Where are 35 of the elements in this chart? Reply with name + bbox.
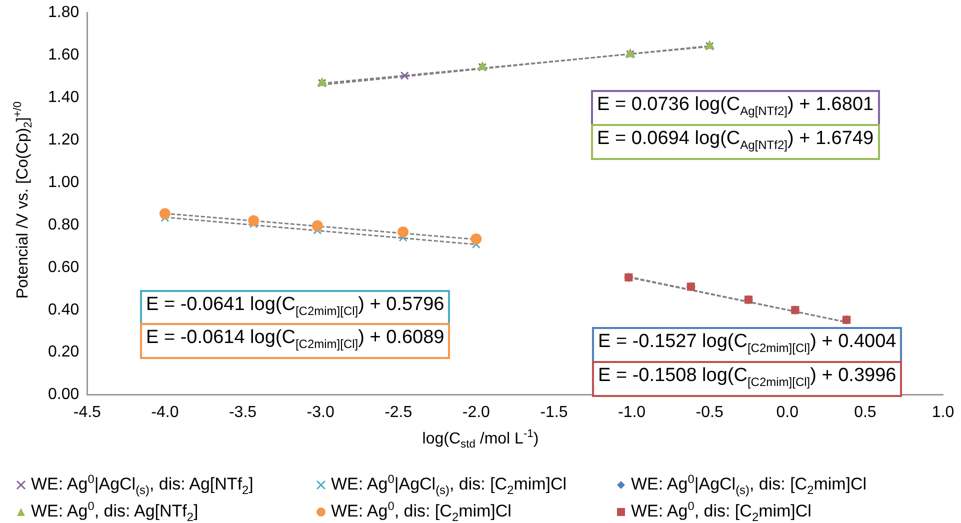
y-tick-label: 1.80 — [48, 4, 80, 22]
x-tick-label: -1.0 — [618, 404, 646, 421]
legend-label: WE: Ag$^{0}$|AgCl$_{(s)}$, dis: Ag[NTf$_{2}$] — [31, 472, 254, 498]
annotation: E = 0.0736 log(C$_{Ag[NTf2]}$) + 1.6801 — [591, 90, 880, 126]
x-axis-title: log(C$_{std}$ /mol L$^{-1}$) — [421, 428, 540, 451]
x-tick-label: -0.5 — [696, 404, 724, 421]
y-tick-label: 0.60 — [48, 258, 80, 276]
legend-label: WE: Ag$^{0}$|AgCl$_{(s)}$, dis: [C$_{2}$mim]Cl — [631, 472, 867, 498]
y-tick-label: 0.20 — [48, 344, 80, 361]
y-tick-label: 1.20 — [48, 131, 80, 148]
x-tick-label: 1.0 — [932, 404, 954, 421]
y-tick-label: 1.60 — [48, 46, 80, 64]
annotation: E = -0.0641 log(C$_{[C2mim][Cl]}$) + 0.5796 — [140, 290, 450, 326]
legend-label: WE: Ag$^{0}$, dis: Ag[NTf$_{2}$] — [31, 499, 198, 523]
x-tick-label: 0.5 — [854, 404, 876, 421]
y-tick-label: 1.40 — [48, 88, 80, 106]
y-tick-label: 0.00 — [48, 386, 80, 404]
y-tick-label: 0.40 — [48, 301, 80, 318]
annotation: E = 0.0694 log(C$_{Ag[NTf2]}$) + 1.6749 — [591, 124, 880, 160]
x-tick-label: -4.5 — [73, 404, 102, 421]
legend-label: WE: Ag$^{0}$, dis: [C$_{2}$mim]Cl — [631, 499, 812, 523]
legend-label: WE: Ag$^{0}$|AgCl$_{(s)}$, dis: [C$_{2}$mim]Cl — [331, 472, 567, 498]
legend-label: WE: Ag$^{0}$, dis: [C$_{2}$mim]Cl — [331, 499, 512, 523]
x-tick-label: -3.5 — [228, 404, 257, 421]
annotation: E = -0.1508 log(C$_{[C2mim][Cl]}$) + 0.3996 — [592, 361, 902, 397]
x-tick-label: -2.5 — [384, 404, 412, 421]
x-tick-label: 0.0 — [776, 404, 799, 421]
annotation: E = -0.1527 log(C$_{[C2mim][Cl]}$) + 0.4004 — [592, 327, 902, 363]
x-tick-label: -2.0 — [462, 404, 490, 421]
x-tick-label: -4.0 — [151, 404, 179, 421]
y-tick-label: 1.00 — [48, 174, 80, 191]
x-tick-label: -1.5 — [540, 404, 568, 421]
x-tick-label: -3.0 — [306, 404, 334, 421]
annotation: E = -0.0614 log(C$_{[C2mim][Cl]}$) + 0.6089 — [140, 323, 450, 359]
y-tick-label: 0.80 — [48, 216, 80, 234]
